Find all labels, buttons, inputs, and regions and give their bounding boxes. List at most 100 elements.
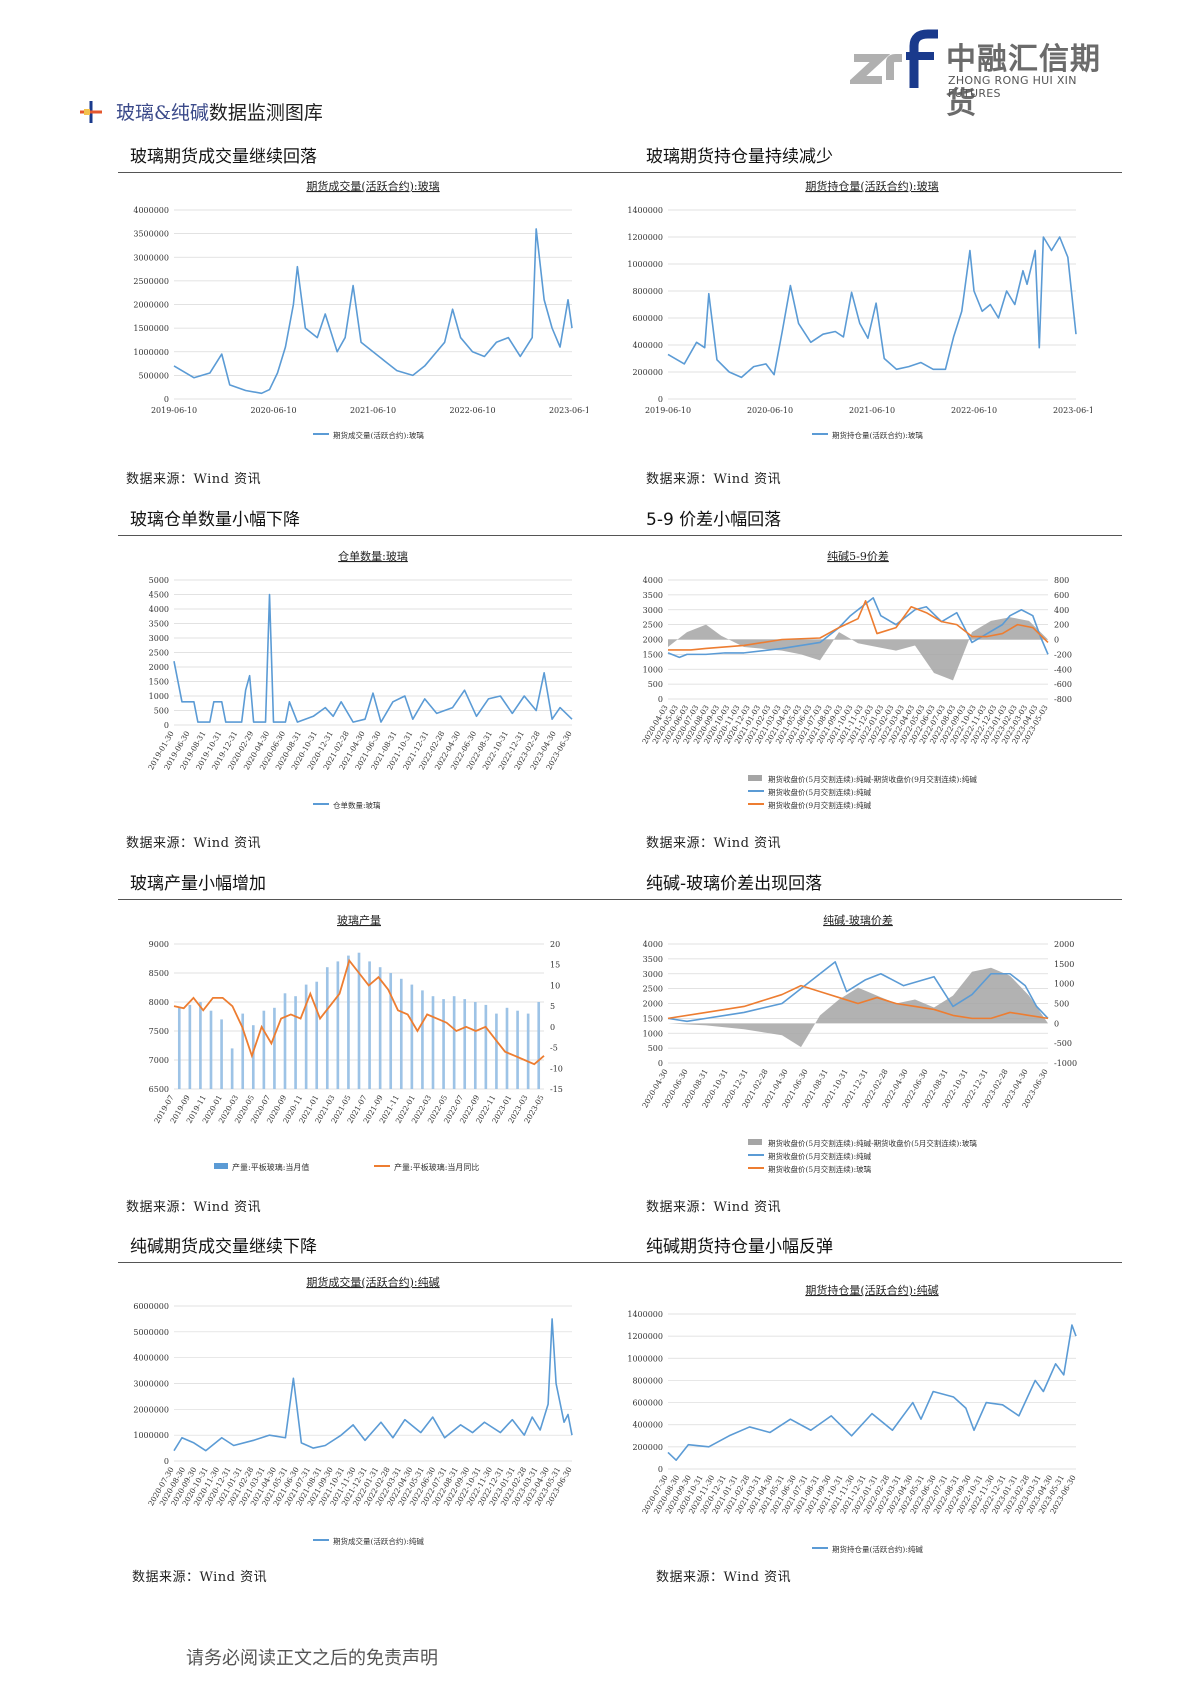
bar — [389, 973, 393, 1089]
chart-title: 期货持仓量(活跃合约):玻璃 — [805, 179, 938, 193]
bar — [410, 984, 414, 1089]
bar — [315, 981, 319, 1089]
y-tick-label: 1500 — [643, 650, 663, 659]
x-tick-label: 2020-06-10 — [250, 406, 296, 415]
chart-title: 玻璃产量 — [337, 913, 381, 927]
panel-title-7: 纯碱期货成交量继续下降 — [130, 1237, 317, 1257]
brand-logo: 中融汇信期货 ZHONG RONG HUI XIN FUTURES — [850, 28, 1130, 121]
y2-tick-label: 0 — [550, 1023, 555, 1032]
y-tick-label: 600000 — [632, 1399, 663, 1408]
x-tick-label: 2019-06-10 — [645, 406, 691, 415]
y-tick-label: 8000 — [149, 998, 169, 1007]
bar — [347, 955, 350, 1089]
y-tick-label: 1000 — [149, 692, 169, 701]
bar — [473, 1002, 477, 1089]
panel-rule-4 — [604, 535, 1122, 536]
series-line — [173, 228, 573, 395]
y-tick-label: 1000 — [643, 1029, 663, 1038]
y2-tick-label: -400 — [1054, 665, 1072, 674]
y-tick-label: 3000 — [643, 606, 663, 615]
panel-title-2: 玻璃期货持仓量持续减少 — [646, 147, 833, 167]
y-tick-label: 500 — [648, 1044, 663, 1053]
y-tick-label: 2000 — [643, 636, 663, 645]
y-tick-label: 3500000 — [133, 230, 169, 239]
bar — [209, 1010, 213, 1089]
legend-label: 产量:平板玻璃:当月值 — [232, 1162, 309, 1172]
legend-label: 期货成交量(活跃合约):玻璃 — [333, 430, 424, 440]
panel-rule-7 — [118, 1262, 636, 1263]
series-line — [667, 1324, 1077, 1461]
panel-rule-6 — [604, 899, 1122, 900]
y2-tick-label: -500 — [1054, 1039, 1072, 1048]
y2-tick-label: -1000 — [1054, 1059, 1077, 1068]
y-tick-label: 9000 — [149, 940, 169, 949]
y2-tick-label: 0 — [1054, 1019, 1059, 1028]
y2-tick-label: -5 — [550, 1044, 558, 1053]
panel-title-6: 纯碱-玻璃价差出现回落 — [646, 874, 823, 894]
y-tick-label: 2000 — [643, 1000, 663, 1009]
x-tick-label: 2020-06-10 — [747, 406, 793, 415]
y2-tick-label: 600 — [1054, 591, 1069, 600]
y2-tick-label: -200 — [1054, 650, 1072, 659]
legend-label: 期货收盘价(5月交割连续):玻璃 — [768, 1164, 872, 1174]
bar — [463, 999, 467, 1089]
bar — [431, 996, 435, 1089]
y-tick-label: 0 — [658, 1465, 663, 1474]
y-tick-label: 7000 — [149, 1056, 169, 1065]
y2-tick-label: 400 — [1054, 606, 1069, 615]
legend-label: 期货持仓量(活跃合约):纯碱 — [832, 1544, 923, 1554]
y2-tick-label: -10 — [550, 1064, 563, 1073]
y-tick-label: 1000 — [643, 665, 663, 674]
chart-title: 仓单数量:玻璃 — [338, 549, 408, 563]
bar — [177, 1007, 181, 1089]
bar — [442, 999, 445, 1089]
y-tick-label: 5000 — [149, 576, 169, 585]
series-line — [173, 1318, 573, 1452]
legend-label: 仓单数量:玻璃 — [333, 800, 381, 810]
chart-title: 纯碱5-9价差 — [827, 549, 889, 563]
series-line — [667, 236, 1077, 379]
chart-title: 期货持仓量(活跃合约):纯碱 — [805, 1283, 938, 1297]
x-tick-label: 2021-06-10 — [350, 406, 396, 415]
panel-title-5: 玻璃产量小幅增加 — [130, 874, 266, 894]
bar — [357, 952, 361, 1089]
y2-tick-label: 500 — [1054, 1000, 1069, 1009]
zrf-logo-icon — [850, 29, 938, 88]
y2-tick-label: -800 — [1054, 695, 1072, 704]
bar — [516, 1010, 519, 1089]
y2-tick-label: 1500 — [1054, 960, 1074, 969]
bar — [421, 990, 424, 1089]
y-tick-label: 6500 — [149, 1085, 169, 1094]
y-tick-label: 1200000 — [627, 1332, 663, 1341]
bar — [251, 1025, 255, 1089]
bar — [294, 996, 297, 1089]
bar — [526, 1013, 530, 1089]
section-heading-part1: 玻璃&纯碱 — [116, 102, 209, 124]
bar — [199, 1002, 202, 1089]
series-line — [173, 958, 545, 1066]
y-tick-label: 0 — [164, 721, 169, 730]
y-tick-label: 500 — [154, 707, 169, 716]
chart-4: 纯碱5-9价差05001000150020002500300035004000-… — [640, 549, 1072, 810]
panel-rule-8 — [604, 1262, 1122, 1263]
y-tick-label: 400000 — [632, 341, 663, 350]
y-tick-label: 1000000 — [133, 1431, 169, 1440]
series-line — [173, 593, 573, 723]
y-tick-label: 7500 — [149, 1027, 169, 1036]
chart-5: 玻璃产量 6500 7000 7500 8000 8500 9000 -15 -10 -5 0 5 10… — [149, 913, 563, 1172]
y2-tick-label: -15 — [550, 1085, 563, 1094]
y2-tick-label: 1000 — [1054, 980, 1074, 989]
y-tick-label: 200000 — [632, 368, 663, 377]
section-heading: 玻璃&纯碱数据监测图库 — [80, 98, 323, 125]
legend-label: 期货收盘价(5月交割连续):纯碱 — [768, 787, 872, 797]
panel-title-1: 玻璃期货成交量继续回落 — [130, 147, 317, 167]
bar — [262, 1010, 266, 1089]
chart-8: 期货持仓量(活跃合约):纯碱 0 200000 400000 600000 800000 1… — [627, 1283, 1077, 1554]
y2-tick-label: 800 — [1054, 576, 1069, 585]
y-tick-label: 1200000 — [627, 233, 663, 242]
bar — [273, 1007, 276, 1089]
panel-title-3: 玻璃仓单数量小幅下降 — [130, 510, 300, 530]
y-tick-label: 400000 — [632, 1421, 663, 1430]
y-tick-label: 4000000 — [133, 206, 169, 215]
y-tick-label: 1500 — [149, 678, 169, 687]
